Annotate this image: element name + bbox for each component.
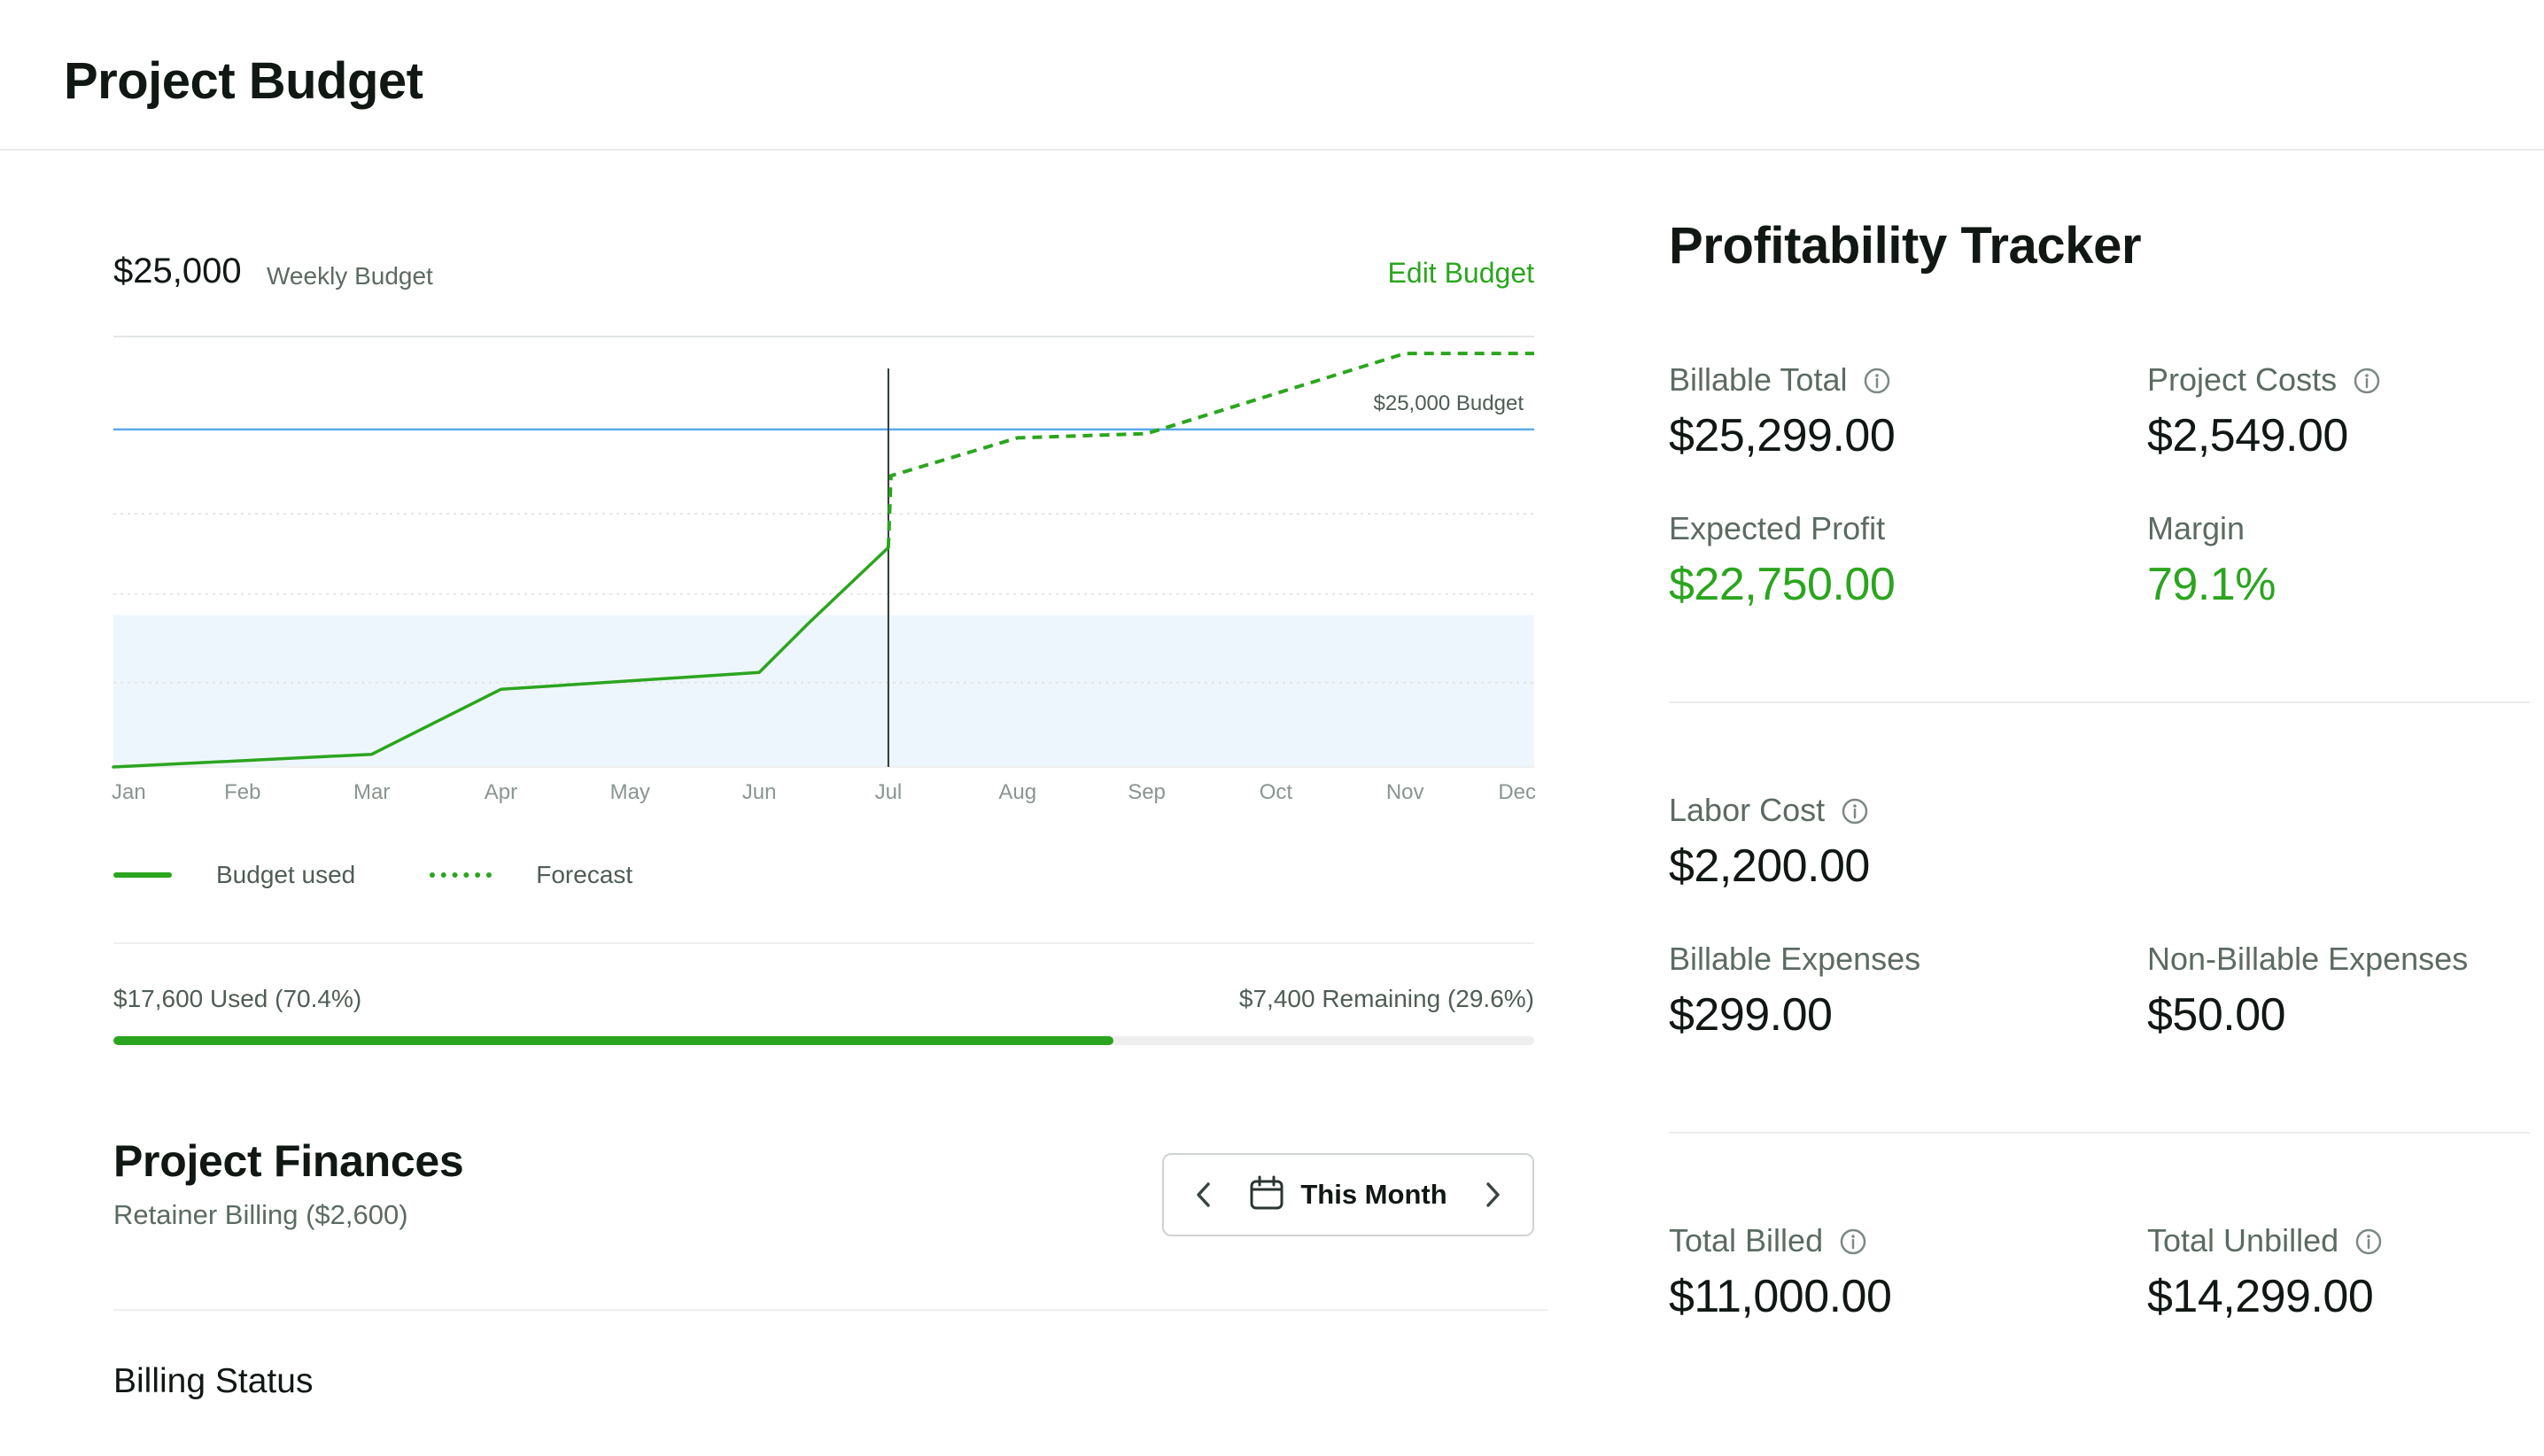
metric-total-unbilled: Total Unbilled $14,299.00	[2147, 1222, 2383, 1323]
calendar-icon	[1249, 1175, 1284, 1215]
metric-expected-profit: Expected Profit $22,750.00	[1669, 510, 1896, 611]
legend-swatch-dotted	[430, 872, 493, 878]
chart-legend: Budget used Forecast	[113, 857, 707, 893]
period-selector[interactable]: This Month	[1249, 1175, 1447, 1215]
metric-value: $2,549.00	[2147, 410, 2348, 461]
metric-value: $25,299.00	[1669, 410, 1896, 461]
metric-value: 79.1%	[2147, 559, 2276, 610]
metric-labor-cost: Labor Cost $2,200.00	[1669, 792, 1870, 893]
chart-x-tick-label: Jul	[875, 780, 903, 804]
metric-label: Labor Cost	[1669, 792, 1826, 828]
divider	[1669, 701, 2530, 703]
metric-value: $2,200.00	[1669, 840, 1870, 892]
legend-item-budget-used: Budget used	[113, 861, 355, 889]
chart-x-tick-label: Apr	[485, 780, 517, 804]
chart-x-tick-label: Mar	[353, 780, 390, 804]
legend-swatch-solid	[113, 872, 172, 878]
chart-series-forecast	[886, 352, 1534, 548]
legend-label: Budget used	[216, 861, 356, 888]
project-finances-title: Project Finances	[113, 1136, 464, 1186]
info-icon[interactable]	[2353, 366, 2381, 394]
metric-label: Expected Profit	[1669, 510, 1886, 546]
period-label: This Month	[1300, 1179, 1447, 1210]
info-icon[interactable]	[1863, 366, 1891, 394]
page-header: Project Budget	[0, 0, 2544, 151]
period-picker: This Month	[1162, 1153, 1534, 1236]
metric-label: Total Unbilled	[2147, 1222, 2339, 1259]
metric-value: $11,000.00	[1669, 1271, 1892, 1322]
budget-used-label: $17,600 Used (70.4%)	[113, 985, 362, 1012]
chart-x-tick-label: Nov	[1386, 780, 1424, 804]
metric-project-costs: Project Costs $2,549.00	[2147, 361, 2381, 462]
metric-label: Billable Expenses	[1669, 941, 1921, 977]
chart-x-tick-label: Sep	[1128, 780, 1166, 804]
chart-series-budget-used	[112, 546, 890, 769]
weekly-budget-caption: Weekly Budget	[267, 262, 433, 290]
budget-progress-bar	[113, 1036, 1534, 1045]
legend-label: Forecast	[536, 861, 633, 888]
chart-x-tick-label: Jan	[112, 780, 146, 804]
chart-x-tick-label: Oct	[1260, 780, 1293, 804]
metric-billable-expenses: Billable Expenses $299.00	[1669, 941, 1920, 1042]
metric-total-billed: Total Billed $11,000.00	[1669, 1222, 1892, 1323]
info-icon[interactable]	[1841, 796, 1869, 825]
chart-shaded-band	[113, 615, 1534, 767]
page-title: Project Budget	[64, 52, 423, 110]
info-icon[interactable]	[2354, 1227, 2383, 1255]
budget-chart-svg: $25,000 Budget Jan Feb Mar Apr May Jun Jul Aug Se…	[112, 336, 1536, 804]
chart-budget-label: $25,000 Budget	[1374, 391, 1524, 415]
info-icon[interactable]	[1839, 1227, 1867, 1255]
divider	[113, 1309, 1548, 1311]
chart-x-tick-label: Jun	[742, 780, 777, 804]
chart-x-tick-label: Aug	[998, 780, 1036, 804]
budget-remaining-label: $7,400 Remaining (29.6%)	[1238, 985, 1534, 1012]
metric-non-billable-expenses: Non-Billable Expenses $50.00	[2147, 941, 2468, 1042]
metric-label: Project Costs	[2147, 361, 2338, 398]
divider	[113, 942, 1534, 944]
edit-budget-link[interactable]: Edit Budget	[1387, 257, 1534, 289]
metric-label: Total Billed	[1669, 1222, 1824, 1259]
legend-item-forecast: Forecast	[430, 861, 632, 889]
chart-x-tick-label: May	[610, 780, 650, 804]
metric-value: $50.00	[2147, 989, 2286, 1041]
metric-label: Non-Billable Expenses	[2147, 941, 2469, 977]
chevron-left-icon[interactable]	[1191, 1177, 1217, 1212]
billing-status-heading: Billing Status	[113, 1362, 314, 1400]
metric-margin: Margin 79.1%	[2147, 510, 2276, 611]
weekly-budget-amount: $25,000	[113, 252, 242, 290]
project-finances-subtitle: Retainer Billing ($2,600)	[113, 1199, 408, 1230]
metric-label: Margin	[2147, 510, 2245, 546]
chart-x-tick-label: Dec	[1498, 780, 1536, 804]
metric-label: Billable Total	[1669, 361, 1848, 398]
chart-x-tick-label: Feb	[224, 780, 260, 804]
metric-value: $22,750.00	[1669, 559, 1896, 610]
budget-progress-fill	[113, 1036, 1114, 1045]
metric-value: $14,299.00	[2147, 1271, 2374, 1322]
divider	[1669, 1132, 2530, 1134]
metric-billable-total: Billable Total $25,299.00	[1669, 361, 1896, 462]
metric-value: $299.00	[1669, 989, 1833, 1041]
chevron-right-icon[interactable]	[1479, 1177, 1506, 1212]
budget-chart: $25,000 Budget Jan Feb Mar Apr May Jun Jul Aug Se…	[106, 328, 1541, 824]
profitability-tracker-title: Profitability Tracker	[1669, 217, 2142, 275]
